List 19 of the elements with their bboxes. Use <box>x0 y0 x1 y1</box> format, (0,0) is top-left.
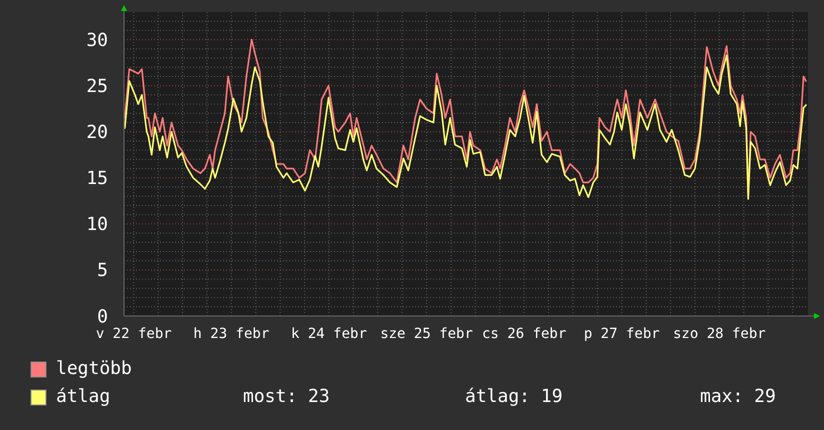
x-tick-label: cs 26 febr <box>482 326 566 342</box>
y-tick-label: 20 <box>86 122 108 144</box>
x-tick-label: h 23 febr <box>193 326 270 342</box>
text: max: 29 <box>700 386 776 407</box>
legend-label: átlag <box>56 386 110 407</box>
x-tick-label: szo 28 febr <box>672 326 766 342</box>
y-tick-label: 25 <box>86 76 108 97</box>
y-tick-label: 15 <box>86 168 108 190</box>
y-tick-label: 0 <box>97 306 108 328</box>
y-tick-label: 5 <box>97 260 108 282</box>
x-tick-label: k 24 febr <box>291 326 367 342</box>
x-tick-label: v 22 febr <box>96 326 172 342</box>
text: átlag: 19 <box>465 386 563 407</box>
text: most: 23 <box>243 386 330 407</box>
y-tick-label: 30 <box>86 30 108 51</box>
x-tick-label: p 27 febr <box>584 326 660 342</box>
y-tick-label: 10 <box>86 214 108 236</box>
x-tick-label: sze 25 febr <box>380 326 473 342</box>
legend-label: legtöbb <box>56 358 132 379</box>
